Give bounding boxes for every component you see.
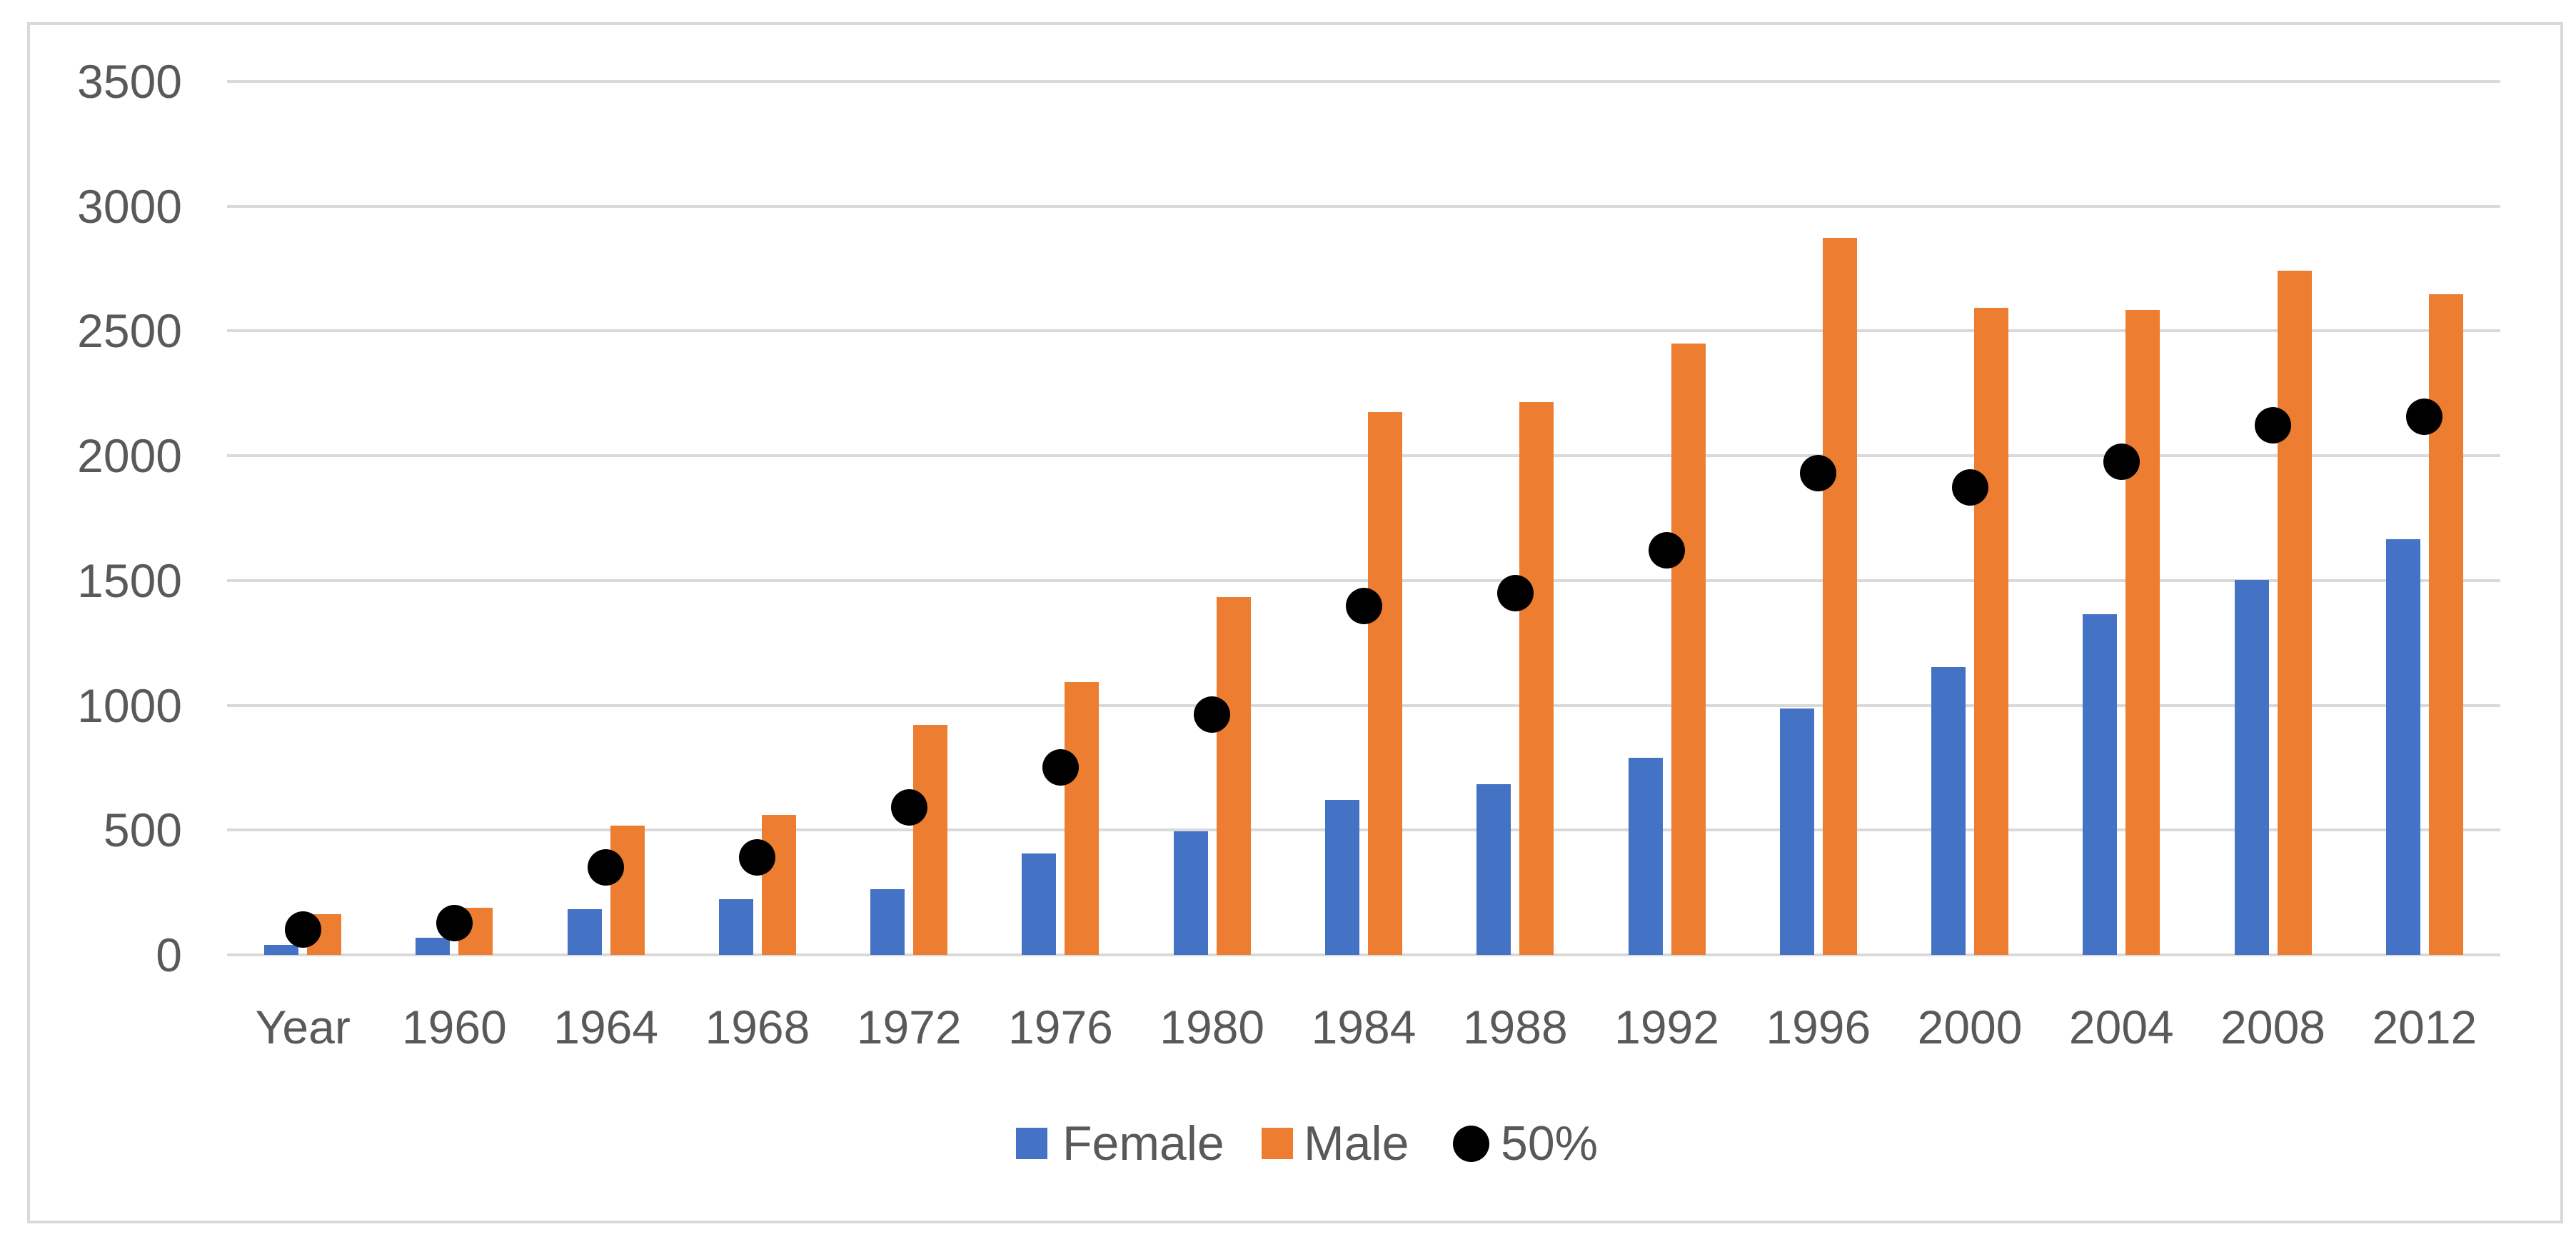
- x-tick-label-1992: 1992: [1614, 1001, 1719, 1053]
- bar-female-1972: [870, 889, 905, 955]
- bar-female-2000: [1931, 667, 1966, 955]
- bar-male-2008: [2277, 270, 2312, 955]
- x-tick-label-1980: 1980: [1159, 1001, 1265, 1053]
- 50pct-dot-2000: [1951, 469, 1988, 506]
- y-tick-label-2500: 2500: [77, 304, 182, 358]
- x-tick-label-2000: 2000: [1917, 1001, 2023, 1053]
- 50pct-dot-1988: [1496, 575, 1534, 612]
- bar-male-1988: [1519, 402, 1554, 955]
- 50pct-dot-2004: [2103, 444, 2140, 481]
- x-tick-label-1968: 1968: [705, 1001, 810, 1053]
- x-tick-label-1988: 1988: [1462, 1001, 1568, 1053]
- 50pct-dot-1968: [739, 838, 776, 876]
- gridline-2000: [227, 454, 2500, 458]
- bar-female-1968: [718, 899, 753, 955]
- x-tick-label-1996: 1996: [1766, 1001, 1871, 1053]
- x-tick-label-1984: 1984: [1311, 1001, 1417, 1053]
- bar-female-1992: [1628, 757, 1663, 955]
- gridline-1000: [227, 703, 2500, 707]
- y-tick-label-1000: 1000: [77, 678, 182, 732]
- 50pct-dot-2008: [2255, 407, 2292, 444]
- gridline-500: [227, 828, 2500, 832]
- 50pct-dot-1960: [436, 904, 473, 941]
- x-tick-label-2012: 2012: [2372, 1001, 2477, 1053]
- y-tick-label-3000: 3000: [77, 179, 182, 233]
- y-tick-label-0: 0: [156, 928, 182, 981]
- bar-female-1980: [1173, 831, 1208, 955]
- x-tick-label-Year: Year: [255, 1001, 351, 1053]
- 50pct-dot-1980: [1194, 696, 1231, 733]
- bar-female-1988: [1476, 783, 1511, 955]
- bar-male-1972: [913, 724, 948, 955]
- 50pct-dot-1996: [1800, 454, 1837, 491]
- bar-male-2012: [2428, 294, 2463, 955]
- x-tick-label-1960: 1960: [401, 1001, 507, 1053]
- 50pct-dot-Year: [284, 911, 321, 948]
- x-tick-label-2008: 2008: [2220, 1001, 2325, 1053]
- x-tick-label-1964: 1964: [553, 1001, 659, 1053]
- bar-male-1976: [1065, 681, 1100, 955]
- bar-female-Year: [264, 945, 299, 955]
- 50pct-dot-1976: [1042, 749, 1079, 786]
- bar-male-2004: [2125, 310, 2160, 955]
- bar-male-1964: [610, 825, 645, 955]
- bar-female-1976: [1022, 853, 1057, 955]
- 50pct-dot-1992: [1649, 532, 1686, 569]
- bar-male-1980: [1216, 596, 1251, 955]
- bar-female-1964: [567, 909, 602, 955]
- chart-border: [27, 22, 2563, 1223]
- bar-female-2008: [2234, 580, 2269, 955]
- gridline-3500: [227, 80, 2500, 83]
- bar-male-1984: [1368, 411, 1402, 955]
- gridline-0: [227, 953, 2500, 956]
- y-tick-label-2000: 2000: [77, 429, 182, 483]
- bar-male-1992: [1671, 343, 1706, 955]
- bar-female-1984: [1325, 800, 1359, 955]
- bar-female-2004: [2083, 614, 2118, 955]
- y-tick-label-1500: 1500: [77, 554, 182, 607]
- 50pct-dot-1984: [1345, 587, 1382, 624]
- bar-female-1996: [1779, 708, 1814, 955]
- x-tick-label-1976: 1976: [1008, 1001, 1113, 1053]
- gridline-1500: [227, 579, 2500, 582]
- bar-male-1996: [1822, 237, 1857, 955]
- 50pct-dot-1972: [890, 788, 927, 826]
- gridline-2500: [227, 329, 2500, 333]
- bar-male-2000: [1974, 308, 2009, 955]
- bar-female-2012: [2385, 539, 2420, 955]
- x-tick-label-2004: 2004: [2068, 1001, 2174, 1053]
- 50pct-dot-1964: [588, 849, 625, 886]
- y-tick-label-3500: 3500: [77, 55, 182, 108]
- y-tick-label-500: 500: [103, 803, 182, 857]
- bar-male-1968: [761, 814, 796, 955]
- gridline-3000: [227, 204, 2500, 208]
- x-tick-label-1972: 1972: [856, 1001, 962, 1053]
- bar-female-1960: [416, 938, 451, 955]
- 50pct-dot-2012: [2406, 399, 2443, 436]
